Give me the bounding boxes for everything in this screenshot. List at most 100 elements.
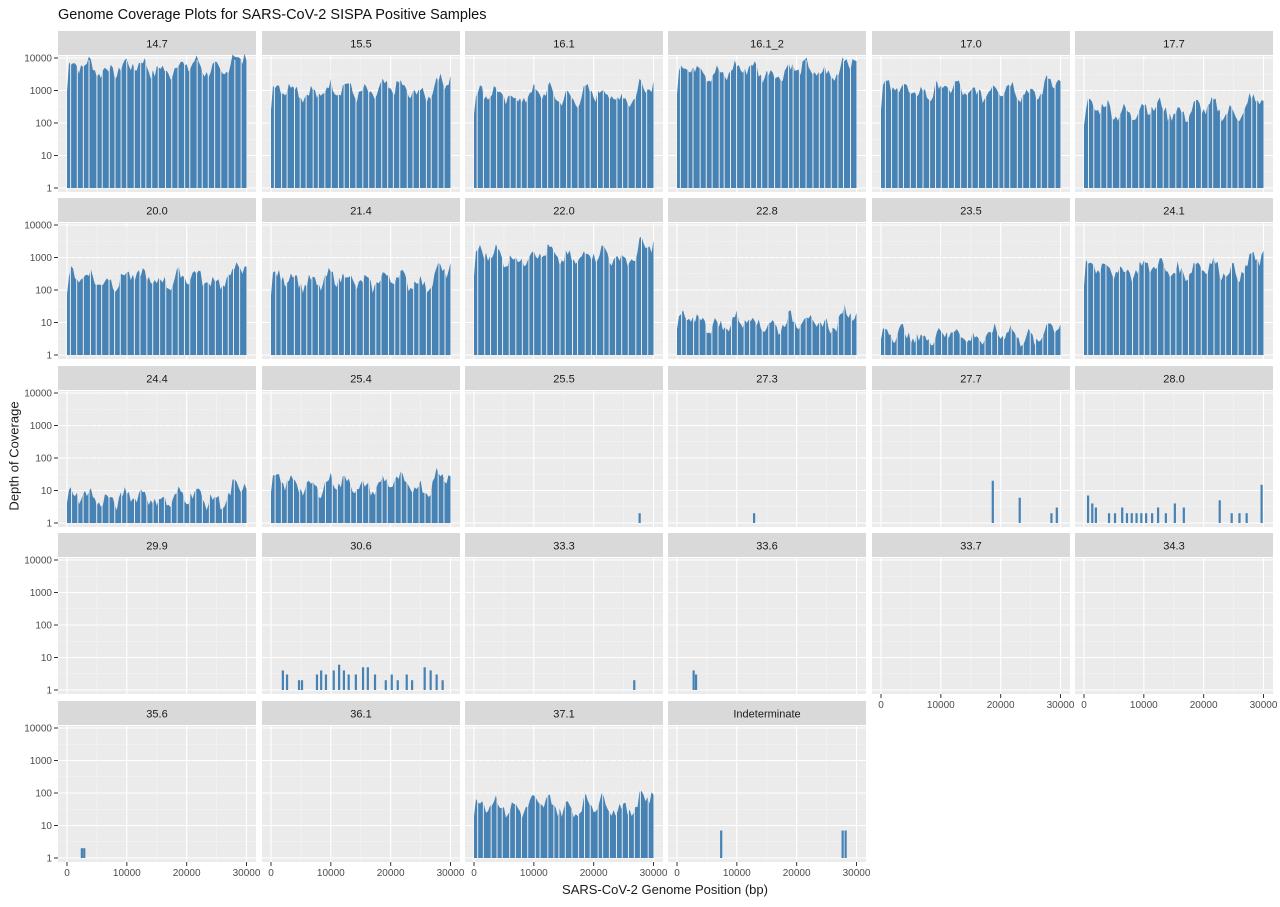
coverage-bar <box>1164 513 1167 523</box>
coverage-bar <box>361 667 365 690</box>
coverage-bar <box>1218 500 1221 523</box>
facet-label: 33.7 <box>960 541 981 553</box>
facet-label: 16.1 <box>553 39 574 51</box>
facet-strip <box>262 198 460 222</box>
facet-strip <box>1075 533 1273 557</box>
coverage-bar <box>366 667 369 690</box>
coverage-bar <box>694 674 698 690</box>
facet-strip <box>668 198 866 222</box>
x-tick-label: 30000 <box>233 868 261 879</box>
x-tick-label: 0 <box>878 700 884 711</box>
facet-strip <box>872 198 1070 222</box>
coverage-bar <box>429 670 432 690</box>
coverage-bar <box>347 674 350 690</box>
coverage-area <box>67 479 247 523</box>
x-tick-label: 0 <box>64 868 70 879</box>
facet-strip <box>668 701 866 725</box>
facet-strip <box>262 366 460 390</box>
y-tick-label: 100 <box>35 119 52 130</box>
facet-strip <box>262 31 460 55</box>
y-tick-label: 10000 <box>24 54 52 65</box>
y-tick-label: 1000 <box>30 86 53 97</box>
y-tick-label: 100 <box>35 621 52 632</box>
y-tick-label: 1 <box>46 519 52 530</box>
facet-label: 17.7 <box>1163 39 1184 51</box>
coverage-bar <box>1086 495 1090 523</box>
coverage-bar <box>441 680 444 690</box>
coverage-bar <box>1113 513 1117 523</box>
facet-strip <box>1075 366 1273 390</box>
coverage-bar <box>1140 513 1143 523</box>
y-tick-label: 1000 <box>30 588 53 599</box>
coverage-bar <box>1156 507 1160 523</box>
coverage-bar <box>1151 513 1154 523</box>
x-tick-label: 30000 <box>1047 700 1075 711</box>
facet-label: 28.0 <box>1163 374 1184 386</box>
facet-strip <box>262 701 460 725</box>
facet-label: 27.7 <box>960 374 981 386</box>
x-tick-label: 30000 <box>640 868 668 879</box>
coverage-bar <box>1230 513 1233 523</box>
y-tick-label: 100 <box>35 454 52 465</box>
facet-label: Indeterminate <box>733 709 800 721</box>
coverage-bar <box>285 674 289 690</box>
x-tick-label: 0 <box>268 868 274 879</box>
coverage-bar <box>396 680 399 690</box>
facet-label: 36.1 <box>350 709 371 721</box>
coverage-bar <box>1238 513 1241 523</box>
chart-title: Genome Coverage Plots for SARS-CoV-2 SIS… <box>58 7 487 23</box>
coverage-bar <box>1107 513 1111 523</box>
facet-label: 30.6 <box>350 541 371 553</box>
coverage-bar <box>332 670 335 690</box>
coverage-bar <box>1260 484 1263 523</box>
x-tick-label: 10000 <box>113 868 141 879</box>
coverage-bar <box>435 674 438 690</box>
facet-label: 33.3 <box>553 541 574 553</box>
facet-strip <box>58 366 256 390</box>
facet-label: 20.0 <box>146 206 167 218</box>
x-tick-label: 20000 <box>1190 700 1218 711</box>
facet-strip <box>668 31 866 55</box>
coverage-bar <box>320 670 323 690</box>
coverage-bar <box>844 830 847 858</box>
coverage-bar <box>1135 513 1138 523</box>
coverage-area <box>474 791 654 858</box>
facet-strip <box>872 366 1070 390</box>
y-tick-label: 1 <box>46 686 52 697</box>
facet-strip <box>872 31 1070 55</box>
y-tick-label: 1 <box>46 184 52 195</box>
coverage-area <box>67 53 247 188</box>
coverage-bar <box>720 830 723 858</box>
coverage-bar <box>411 680 414 690</box>
facet-strip <box>1075 198 1273 222</box>
x-tick-label: 20000 <box>173 868 201 879</box>
facet-label: 24.4 <box>146 374 167 386</box>
facet-strip <box>872 533 1070 557</box>
y-tick-label: 1000 <box>30 253 53 264</box>
coverage-bar <box>1173 503 1176 523</box>
coverage-bar <box>354 674 357 690</box>
coverage-bar <box>692 670 695 690</box>
coverage-area <box>474 78 654 188</box>
facet-strip <box>58 31 256 55</box>
y-tick-label: 10 <box>41 486 53 497</box>
y-tick-label: 10 <box>41 653 53 664</box>
coverage-bar <box>390 674 393 690</box>
facet-label: 29.9 <box>146 541 167 553</box>
coverage-area <box>271 73 451 188</box>
facet-label: 17.0 <box>960 39 981 51</box>
y-tick-label: 10000 <box>24 389 52 400</box>
coverage-bar <box>1094 507 1097 523</box>
facet-label: 15.5 <box>350 39 371 51</box>
facet-strip <box>58 198 256 222</box>
x-tick-label: 10000 <box>520 868 548 879</box>
facet-label: 21.4 <box>350 206 371 218</box>
coverage-bar <box>1245 513 1248 523</box>
x-axis-label: SARS-CoV-2 Genome Position (bp) <box>562 882 768 897</box>
coverage-area <box>271 262 451 355</box>
x-tick-label: 30000 <box>437 868 465 879</box>
x-tick-label: 10000 <box>1130 700 1158 711</box>
coverage-area <box>474 236 654 355</box>
facet-label: 22.8 <box>756 206 777 218</box>
